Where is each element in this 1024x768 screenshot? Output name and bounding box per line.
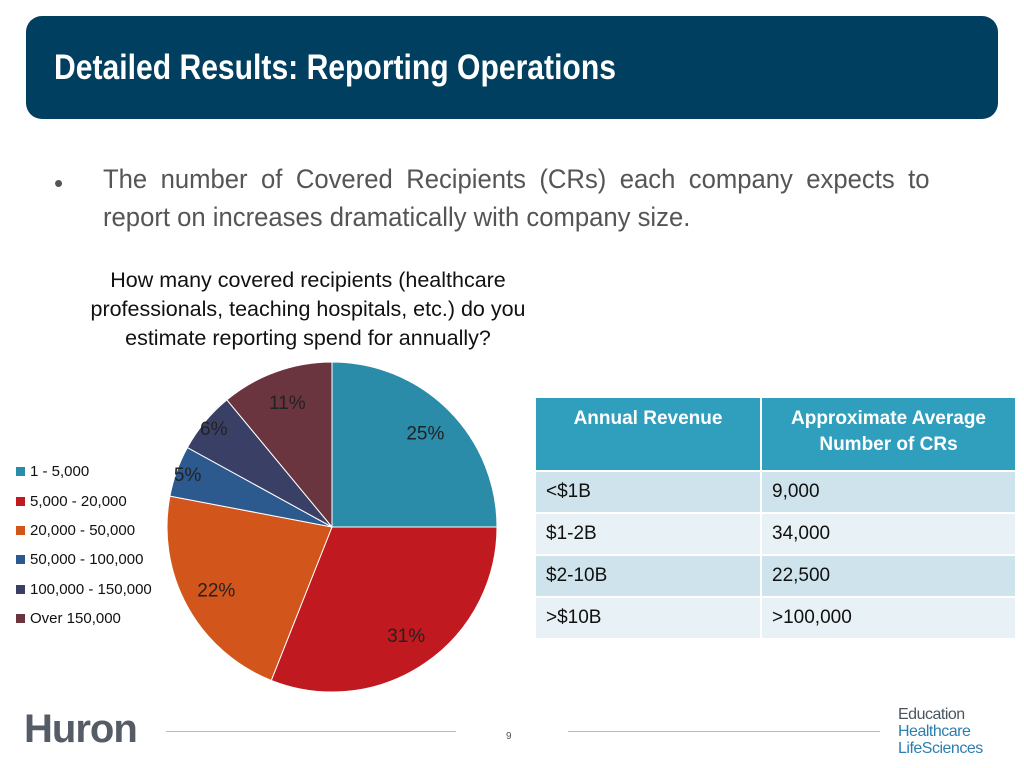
revenue-cell: $1-2B — [536, 512, 762, 555]
pie-slice-0 — [331, 361, 498, 528]
crs-cell: 9,000 — [761, 470, 1017, 513]
revenue-cell: <$1B — [536, 470, 762, 513]
table-row: <$1B 9,000 — [536, 470, 1017, 513]
pie-slice-label-1: 31% — [387, 626, 425, 647]
footer-divider-left — [166, 731, 456, 732]
table-row: $1-2B 34,000 — [536, 512, 1017, 555]
logo-word-lifesciences: LifeSciences — [898, 740, 983, 757]
chart-legend: 1 - 5,000 5,000 - 20,000 20,000 - 50,000 50… — [16, 457, 152, 633]
chart-title: How many covered recipients (healthcare … — [90, 268, 526, 350]
legend-swatch — [16, 555, 25, 565]
legend-label: 5,000 - 20,000 — [30, 492, 127, 510]
header-annual-revenue: Annual Revenue — [536, 398, 762, 471]
legend-swatch — [16, 467, 25, 477]
header-average-crs: Approximate Average Number of CRs — [761, 398, 1017, 471]
legend-swatch — [16, 614, 25, 624]
pie-slice-1 — [270, 526, 498, 693]
huron-logo: Huron — [24, 707, 138, 751]
legend-item-2: 20,000 - 50,000 — [16, 516, 152, 545]
crs-cell: 22,500 — [761, 554, 1017, 597]
crs-cell: 34,000 — [761, 512, 1017, 555]
legend-item-3: 50,000 - 100,000 — [16, 545, 152, 574]
page-number: 9 — [506, 731, 512, 742]
legend-swatch — [16, 584, 25, 594]
revenue-cell: $2-10B — [536, 554, 762, 597]
bullet-marker: • — [54, 168, 64, 198]
legend-item-1: 5,000 - 20,000 — [16, 486, 152, 515]
legend-swatch — [16, 496, 25, 506]
page-title: Detailed Results: Reporting Operations — [54, 48, 616, 87]
table-row: >$10B >100,000 — [536, 596, 1017, 638]
pie-slice-label-4: 6% — [200, 419, 228, 440]
title-banner: Detailed Results: Reporting Operations — [26, 16, 998, 119]
legend-item-4: 100,000 - 150,000 — [16, 575, 152, 604]
bullet-text: The number of Covered Recipients (CRs) e… — [103, 164, 930, 232]
legend-item-0: 1 - 5,000 — [16, 457, 152, 486]
pie-slice-label-0: 25% — [406, 424, 444, 445]
legend-label: 1 - 5,000 — [30, 463, 90, 481]
legend-item-5: Over 150,000 — [16, 604, 152, 633]
revenue-cell: >$10B — [536, 596, 762, 638]
pie-slice-label-5: 11% — [269, 393, 306, 414]
legend-label: 50,000 - 100,000 — [30, 551, 144, 569]
pie-slice-label-2: 22% — [197, 581, 235, 602]
industry-logo: Education Healthcare LifeSciences — [898, 706, 983, 757]
revenue-table: Annual Revenue Approximate Average Numbe… — [536, 398, 1017, 638]
legend-swatch — [16, 525, 25, 535]
table-header-row: Annual Revenue Approximate Average Numbe… — [536, 398, 1017, 471]
pie-slice-2 — [166, 495, 333, 682]
table-row: $2-10B 22,500 — [536, 554, 1017, 597]
pie-slice-label-3: 5% — [174, 465, 202, 486]
footer-divider-right — [568, 731, 880, 732]
crs-cell: >100,000 — [761, 596, 1017, 638]
legend-label: Over 150,000 — [30, 610, 121, 628]
logo-word-healthcare: Healthcare — [898, 723, 971, 740]
legend-label: 100,000 - 150,000 — [30, 580, 152, 598]
pie-slice-5 — [226, 361, 333, 529]
logo-word-education: Education — [898, 706, 965, 723]
legend-label: 20,000 - 50,000 — [30, 521, 136, 539]
